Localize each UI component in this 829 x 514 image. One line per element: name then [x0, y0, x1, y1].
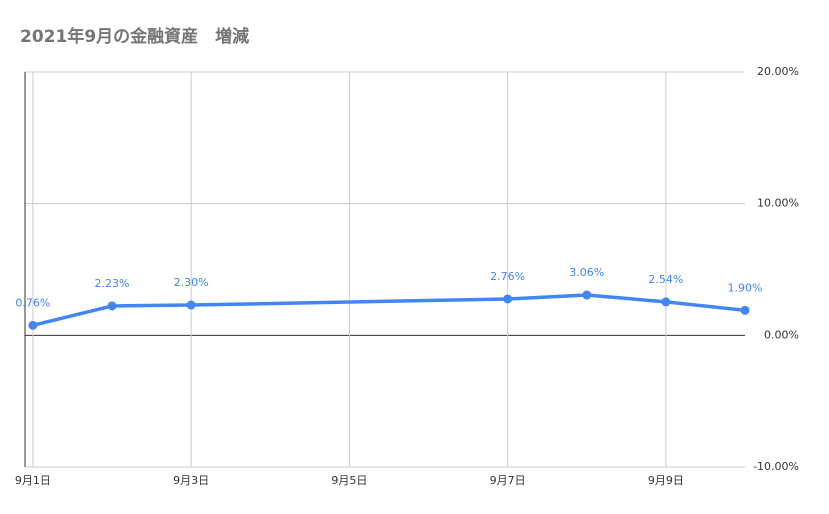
- data-point: [740, 305, 750, 315]
- data-label: 2.76%: [490, 270, 525, 283]
- x-tick-label: 9月5日: [331, 474, 367, 487]
- data-point: [503, 294, 513, 304]
- x-tick-label: 9月7日: [490, 474, 526, 487]
- x-tick-label: 9月9日: [648, 474, 684, 487]
- data-label: 1.90%: [728, 281, 763, 294]
- x-tick-label: 9月1日: [15, 474, 51, 487]
- data-point: [186, 300, 196, 310]
- y-tick-label: 0.00%: [764, 328, 799, 341]
- data-point: [28, 320, 38, 330]
- data-label: 2.23%: [95, 277, 130, 290]
- data-label: 3.06%: [569, 266, 604, 279]
- data-point: [661, 297, 671, 307]
- x-tick-label: 9月3日: [173, 474, 209, 487]
- data-point: [107, 301, 117, 311]
- y-tick-label: 20.00%: [757, 65, 799, 78]
- y-tick-label: -10.00%: [753, 460, 799, 473]
- y-tick-label: 10.00%: [757, 197, 799, 210]
- data-label: 2.30%: [174, 276, 209, 289]
- data-label: 0.76%: [15, 296, 50, 309]
- data-label: 2.54%: [648, 273, 683, 286]
- chart-title: 2021年9月の金融資産 増減: [20, 26, 249, 47]
- data-point: [582, 290, 592, 300]
